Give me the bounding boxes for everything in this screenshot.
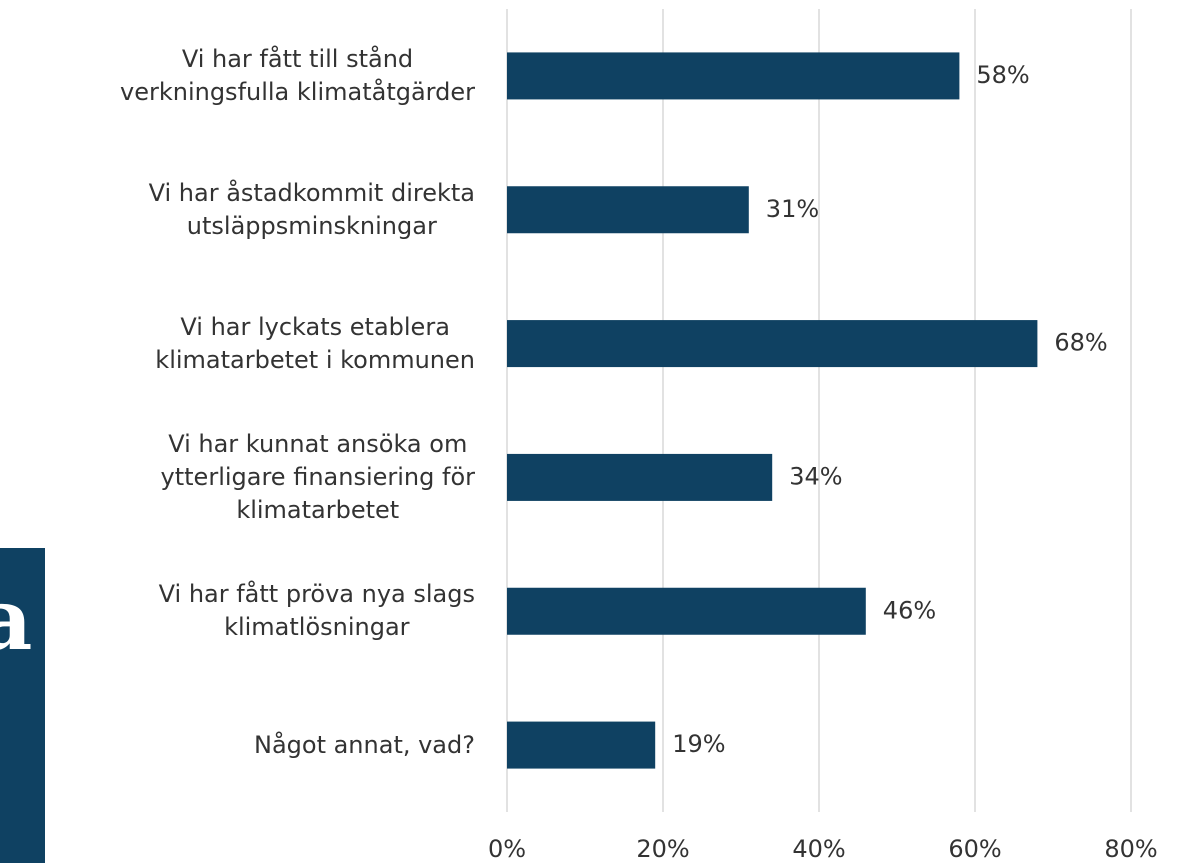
category-cell: Vi har åstadkommit direkta utsläppsminsk… <box>0 143 475 277</box>
bar <box>507 320 1038 368</box>
category-cell: Vi har fått till stånd verkningsfulla kl… <box>0 9 475 143</box>
bar <box>507 186 749 234</box>
category-cell: Vi har fått pröva nya slags klimatlösnin… <box>0 544 475 678</box>
x-tick-label: 40% <box>792 835 845 863</box>
x-tick-label: 60% <box>948 835 1001 863</box>
x-tick-label: 80% <box>1104 835 1157 863</box>
bar <box>507 453 773 501</box>
category-cell: Något annat, vad? <box>0 678 475 812</box>
category-label: Något annat, vad? <box>253 730 475 759</box>
category-label: Vi har åstadkommit direkta utsläppsminsk… <box>148 178 475 240</box>
data-label: 58% <box>976 61 1029 89</box>
category-label: Vi har lyckats etablera klimatarbetet i … <box>155 312 475 374</box>
x-tick-label: 0% <box>488 835 526 863</box>
data-label: 46% <box>883 596 936 624</box>
data-label: 19% <box>672 730 725 758</box>
category-cell: Vi har lyckats etablera klimatarbetet i … <box>0 277 475 411</box>
category-label: Vi har fått till stånd verkningsfulla kl… <box>120 44 475 106</box>
side-panel: a , <box>0 548 45 863</box>
category-cell: Vi har kunnat ansöka om ytterligare fina… <box>0 411 475 545</box>
category-label: Vi har fått pröva nya slags klimatlösnin… <box>158 580 475 642</box>
panel-text: a <box>0 570 33 669</box>
bar <box>507 52 960 100</box>
data-label: 68% <box>1054 329 1107 357</box>
bar <box>507 587 866 635</box>
data-label: 34% <box>789 462 842 490</box>
category-label: Vi har kunnat ansöka om ytterligare fina… <box>160 429 475 524</box>
panel-text: , <box>0 738 7 822</box>
x-tick-label: 20% <box>636 835 689 863</box>
data-label: 31% <box>766 195 819 223</box>
bar <box>507 721 656 769</box>
